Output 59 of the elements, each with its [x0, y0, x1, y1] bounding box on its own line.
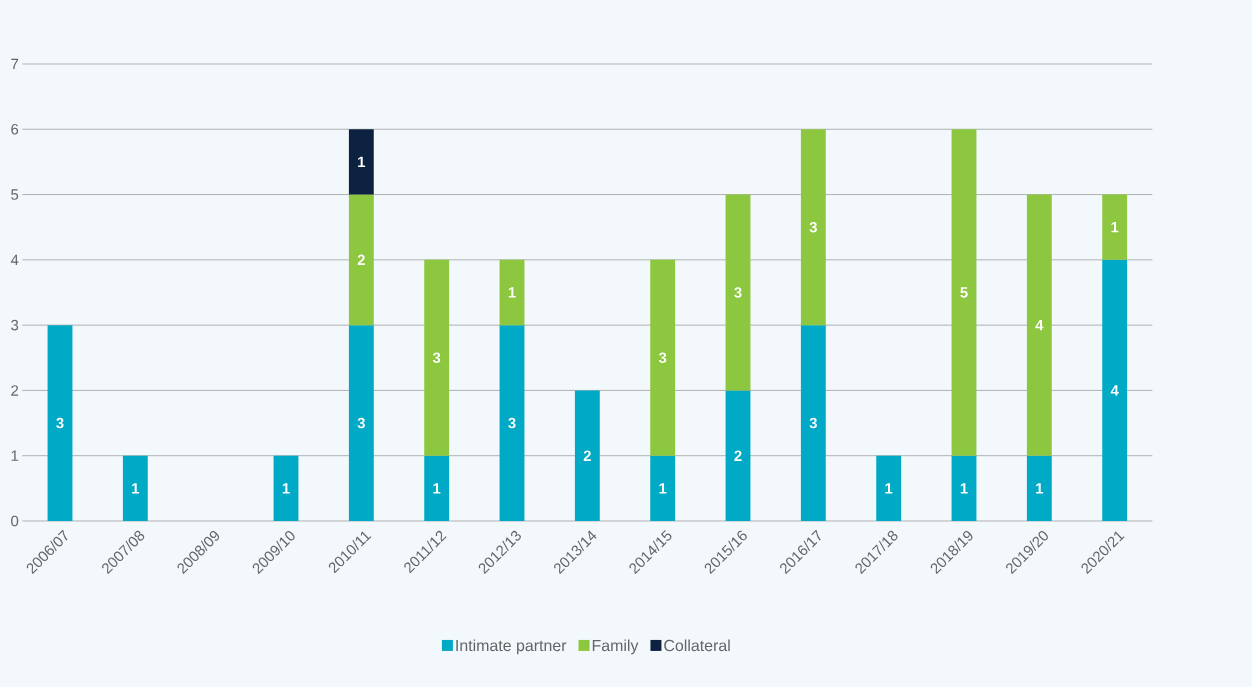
bar — [348, 325, 374, 521]
bar — [348, 129, 374, 195]
data-label: 1 — [960, 483, 968, 494]
bar — [951, 129, 977, 456]
data-label: 1 — [132, 483, 140, 494]
bar — [499, 325, 525, 521]
bar — [876, 455, 902, 521]
legend-label: Collateral — [664, 639, 730, 652]
data-label: 3 — [809, 221, 817, 233]
data-label: 1 — [1036, 483, 1044, 494]
data-label: 3 — [658, 352, 667, 364]
bar — [348, 194, 374, 326]
data-label: 2 — [734, 450, 742, 461]
bar — [47, 325, 73, 521]
bar — [499, 259, 525, 326]
data-label: 4 — [1035, 319, 1044, 331]
data-label: 1 — [885, 483, 893, 494]
bar — [725, 194, 751, 391]
bar — [424, 259, 450, 456]
y-tick-label: 4 — [10, 254, 19, 265]
data-label: 3 — [508, 417, 516, 429]
y-tick-label: 6 — [11, 123, 19, 135]
data-label: 2 — [357, 254, 365, 266]
data-label: 5 — [960, 287, 968, 298]
data-label: 3 — [432, 352, 441, 364]
bar — [800, 129, 826, 326]
y-tick-label: 5 — [11, 189, 19, 200]
data-label: 3 — [809, 417, 817, 429]
data-label: 4 — [1110, 385, 1119, 396]
data-label: 1 — [508, 287, 516, 298]
y-tick-label: 2 — [11, 385, 19, 396]
bar — [725, 390, 751, 521]
data-label: 1 — [659, 483, 667, 494]
legend-label: Intimate partner — [456, 639, 567, 655]
legend-label: Family — [592, 639, 639, 655]
data-label: 3 — [56, 417, 64, 429]
bar — [1026, 455, 1052, 521]
bar — [1026, 194, 1052, 456]
bar — [424, 455, 450, 521]
data-label: 1 — [282, 483, 290, 494]
bar — [650, 259, 676, 456]
bar — [1102, 259, 1128, 521]
y-tick-label: 3 — [11, 319, 19, 331]
bar — [273, 455, 299, 521]
bar — [650, 455, 676, 521]
data-label: 1 — [1111, 222, 1119, 233]
data-label: 1 — [358, 156, 366, 168]
data-label: 1 — [433, 483, 441, 494]
bar — [122, 455, 148, 521]
bar — [574, 390, 600, 521]
y-tick-label: 0 — [11, 515, 19, 527]
data-label: 3 — [734, 287, 742, 298]
y-tick-label: 7 — [11, 58, 19, 70]
bar — [951, 455, 977, 521]
data-label: 2 — [583, 450, 591, 461]
bar — [1102, 194, 1128, 260]
bar — [800, 325, 826, 521]
y-tick-label: 1 — [11, 450, 19, 461]
data-label: 3 — [357, 417, 365, 429]
